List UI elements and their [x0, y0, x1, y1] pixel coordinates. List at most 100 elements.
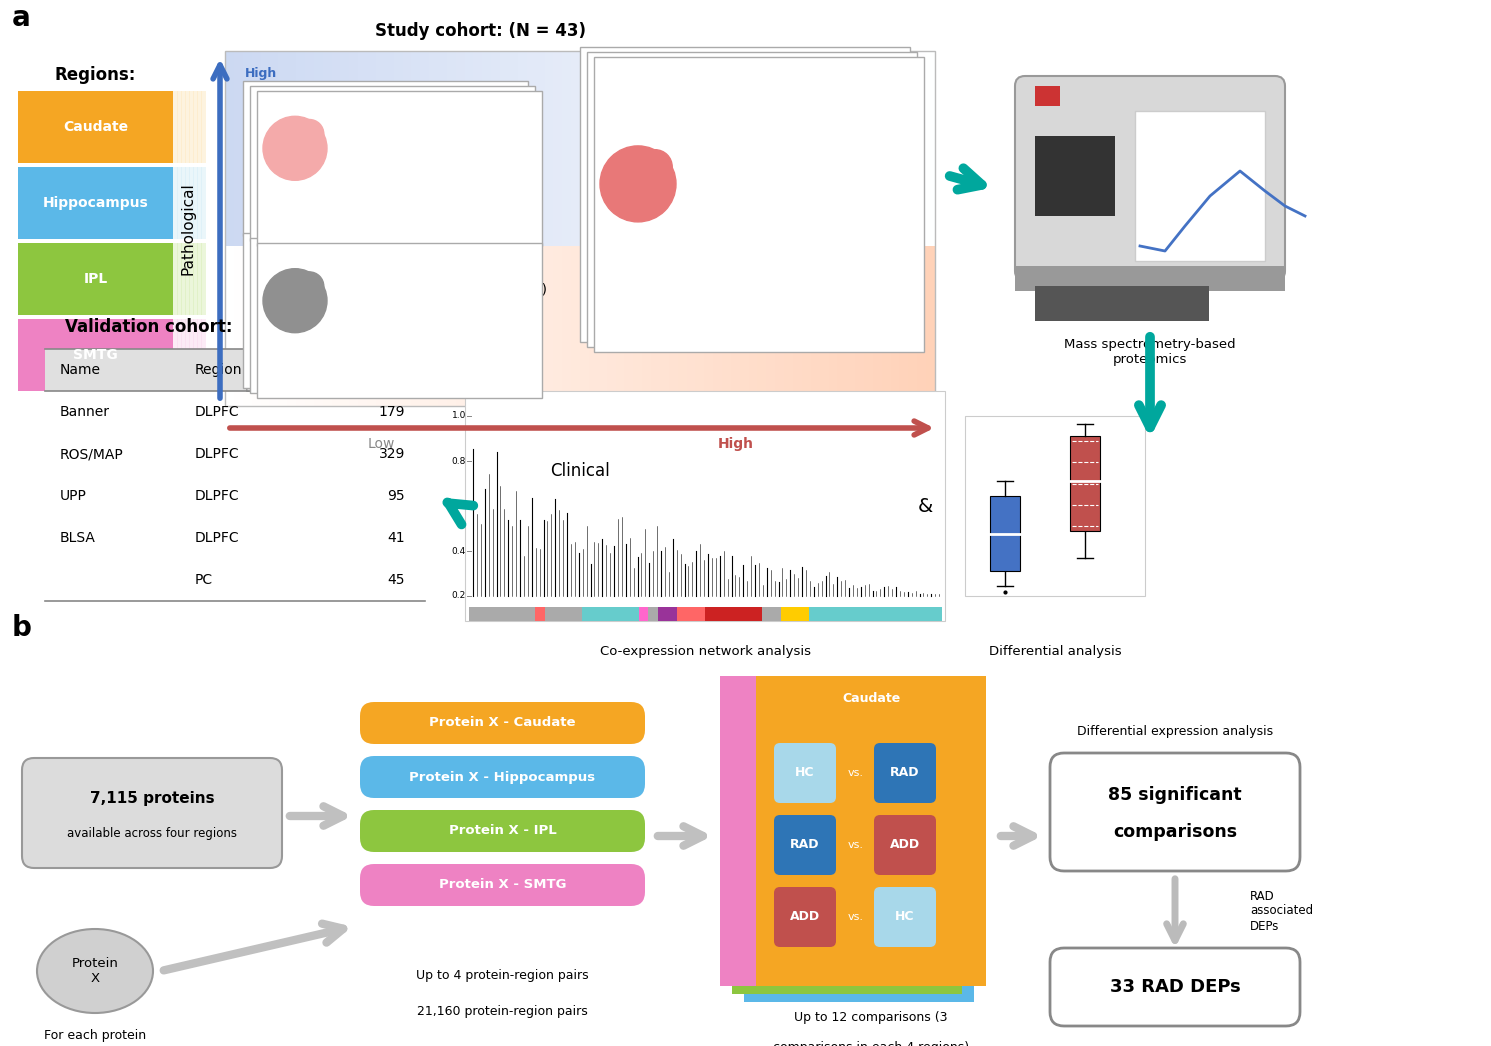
- Bar: [580, 246, 590, 406]
- Bar: [677, 607, 687, 621]
- Bar: [890, 246, 901, 406]
- Bar: [908, 246, 918, 406]
- Bar: [180, 319, 186, 391]
- Bar: [819, 607, 829, 621]
- Text: RAD: RAD: [890, 767, 920, 779]
- Text: DLPFC: DLPFC: [195, 531, 240, 545]
- Bar: [367, 51, 377, 246]
- Bar: [499, 51, 510, 246]
- Bar: [508, 51, 519, 246]
- Bar: [793, 51, 802, 246]
- Text: 45: 45: [388, 573, 406, 587]
- Bar: [456, 51, 465, 246]
- Bar: [756, 676, 986, 986]
- Bar: [908, 51, 918, 246]
- Bar: [643, 246, 652, 406]
- Bar: [491, 246, 501, 406]
- Text: vs.: vs.: [848, 912, 863, 922]
- Bar: [629, 607, 640, 621]
- Text: 329: 329: [379, 447, 406, 461]
- Bar: [932, 607, 942, 621]
- Text: UPP: UPP: [60, 488, 86, 503]
- FancyBboxPatch shape: [359, 810, 646, 852]
- Text: Up to 12 comparisons (3: Up to 12 comparisons (3: [795, 1011, 948, 1024]
- Bar: [1135, 111, 1264, 262]
- Text: 41: 41: [388, 531, 406, 545]
- Bar: [847, 607, 857, 621]
- Bar: [872, 246, 883, 406]
- Bar: [677, 246, 687, 406]
- Bar: [474, 51, 483, 246]
- Bar: [555, 607, 565, 621]
- Bar: [349, 246, 359, 406]
- Bar: [1035, 136, 1115, 217]
- Bar: [270, 246, 279, 406]
- Bar: [279, 51, 288, 246]
- Text: DLPFC: DLPFC: [195, 488, 240, 503]
- Text: Differential expression analysis: Differential expression analysis: [1077, 725, 1273, 737]
- Bar: [483, 246, 492, 406]
- Bar: [847, 51, 856, 246]
- Bar: [553, 246, 564, 406]
- Text: ROS/MAP: ROS/MAP: [60, 447, 124, 461]
- Bar: [297, 51, 306, 246]
- Bar: [720, 676, 950, 986]
- Bar: [173, 319, 177, 391]
- Bar: [856, 246, 865, 406]
- Bar: [598, 246, 608, 406]
- Bar: [470, 607, 480, 621]
- FancyBboxPatch shape: [22, 758, 282, 868]
- Bar: [394, 51, 404, 246]
- Bar: [811, 51, 820, 246]
- Bar: [279, 246, 288, 406]
- Circle shape: [262, 269, 327, 333]
- Bar: [838, 246, 847, 406]
- Bar: [189, 319, 194, 391]
- Bar: [313, 246, 324, 406]
- Bar: [192, 91, 198, 163]
- Bar: [322, 246, 332, 406]
- Bar: [856, 51, 865, 246]
- Bar: [802, 51, 811, 246]
- Bar: [573, 607, 583, 621]
- Text: Regions:: Regions:: [55, 66, 136, 84]
- Bar: [634, 51, 643, 246]
- Bar: [580, 47, 910, 342]
- FancyBboxPatch shape: [1015, 76, 1285, 281]
- Text: 179: 179: [379, 405, 406, 419]
- Bar: [385, 51, 395, 246]
- FancyBboxPatch shape: [1050, 753, 1300, 871]
- Bar: [456, 246, 465, 406]
- Bar: [516, 607, 526, 621]
- Bar: [893, 607, 904, 621]
- Bar: [185, 91, 189, 163]
- Bar: [884, 607, 895, 621]
- Text: (RAD) N = 12: (RAD) N = 12: [403, 166, 497, 180]
- Ellipse shape: [37, 929, 154, 1013]
- Text: &: &: [917, 497, 933, 516]
- Text: 33 RAD DEPs: 33 RAD DEPs: [1109, 978, 1241, 996]
- Bar: [640, 607, 650, 621]
- Bar: [225, 51, 935, 406]
- Bar: [474, 246, 483, 406]
- FancyBboxPatch shape: [359, 756, 646, 798]
- Bar: [731, 246, 741, 406]
- Text: Protein X - Caudate: Protein X - Caudate: [429, 717, 576, 729]
- Bar: [695, 246, 705, 406]
- Bar: [288, 246, 297, 406]
- Bar: [705, 607, 716, 621]
- Bar: [723, 607, 735, 621]
- Bar: [904, 607, 914, 621]
- Bar: [766, 246, 777, 406]
- Text: Validation cohort:: Validation cohort:: [66, 318, 233, 336]
- Bar: [731, 51, 741, 246]
- Text: Pathological: Pathological: [180, 182, 195, 275]
- Text: ADD: ADD: [890, 839, 920, 851]
- Bar: [526, 246, 537, 406]
- FancyBboxPatch shape: [774, 887, 836, 947]
- Text: Healthy Control (HC): Healthy Control (HC): [403, 283, 547, 297]
- Bar: [447, 246, 456, 406]
- Text: High: High: [719, 437, 754, 451]
- Bar: [544, 51, 555, 246]
- Bar: [412, 51, 422, 246]
